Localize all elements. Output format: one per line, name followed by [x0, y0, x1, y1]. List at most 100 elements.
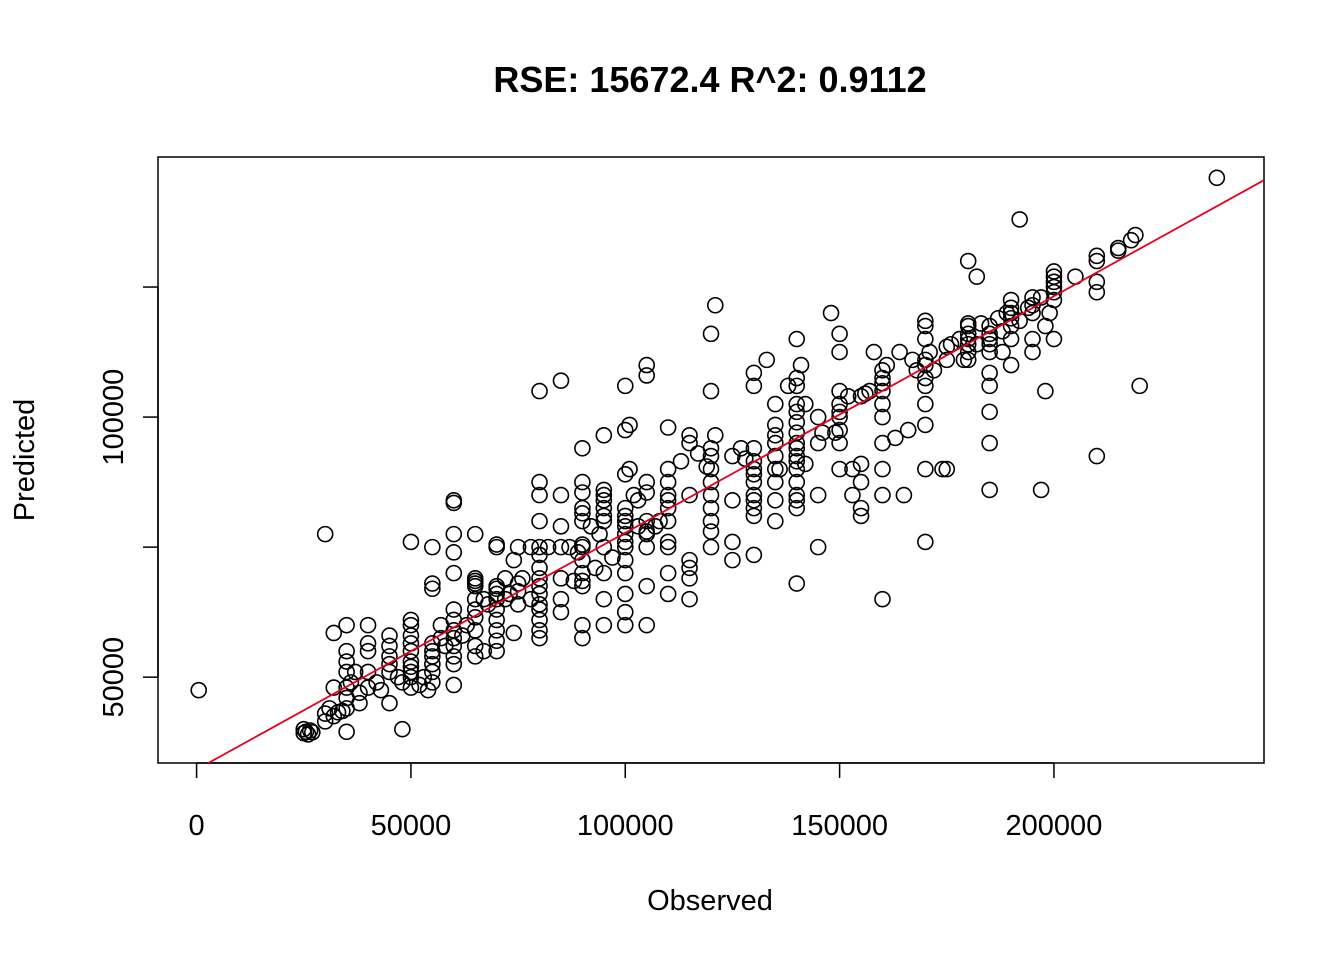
data-point: [702, 325, 720, 343]
data-point: [745, 466, 763, 483]
x-axis: 0 50000 100000 150000 200000: [189, 762, 1102, 842]
data-point: [1024, 330, 1041, 348]
data-point: [445, 564, 463, 582]
data-point: [767, 460, 784, 478]
data-point: [788, 492, 806, 509]
data-point: [346, 663, 364, 681]
data-point: [827, 424, 844, 441]
data-point: [767, 426, 784, 444]
data-point: [788, 460, 806, 478]
data-point: [616, 499, 634, 517]
data-point: [831, 343, 848, 361]
data-point: [981, 481, 998, 499]
data-point: [1088, 252, 1106, 270]
data-point: [732, 439, 750, 457]
data-point: [981, 403, 998, 421]
data-point: [338, 663, 355, 681]
data-point: [574, 572, 591, 590]
data-point: [531, 622, 548, 639]
y-tick-label: 100000: [98, 369, 130, 466]
data-point: [445, 525, 463, 543]
data-point: [638, 484, 655, 501]
data-point: [724, 551, 741, 569]
data-point: [921, 343, 938, 361]
data-point: [190, 681, 208, 699]
data-point: [942, 335, 960, 353]
data-point: [316, 705, 334, 722]
data-point: [466, 648, 484, 665]
data-point: [981, 364, 998, 382]
data-point: [874, 460, 891, 478]
data-point: [338, 642, 355, 660]
data-point: [934, 460, 951, 478]
data-point: [445, 492, 463, 509]
x-tick-label: 150000: [791, 810, 888, 842]
data-point: [681, 426, 698, 444]
data-point: [616, 564, 634, 582]
data-point: [1002, 356, 1020, 374]
data-point: [616, 466, 634, 483]
data-point: [531, 382, 548, 400]
data-point: [466, 622, 484, 639]
data-point: [981, 343, 998, 361]
x-tick-label: 100000: [577, 810, 674, 842]
data-point: [681, 590, 698, 608]
data-point: [1088, 447, 1106, 465]
data-point: [466, 637, 484, 655]
data-point: [419, 681, 437, 699]
data-point: [424, 580, 441, 598]
data-point: [638, 523, 655, 540]
data-point: [745, 492, 763, 509]
data-point: [1045, 273, 1063, 291]
data-point: [994, 343, 1011, 361]
data-point: [959, 335, 977, 353]
data-point: [1024, 289, 1041, 306]
data-point: [917, 416, 934, 434]
data-point: [659, 564, 677, 582]
data-point: [809, 408, 827, 426]
data-point: [1122, 231, 1140, 249]
y-axis-label: Predicted: [9, 399, 41, 522]
data-point: [831, 434, 848, 452]
data-point: [402, 611, 420, 629]
data-point: [394, 674, 411, 691]
data-point: [586, 559, 604, 577]
data-point: [788, 575, 806, 592]
data-point: [767, 395, 784, 413]
data-point: [874, 395, 891, 413]
data-point: [488, 622, 505, 639]
data-point: [771, 460, 788, 478]
data-point: [552, 538, 570, 556]
data-point: [595, 590, 613, 608]
data-point: [968, 268, 986, 285]
data-point: [1045, 268, 1063, 285]
data-point: [1088, 283, 1106, 301]
data-point: [1011, 211, 1028, 228]
x-tick-label: 0: [189, 810, 205, 842]
data-point: [1045, 263, 1063, 280]
data-point: [917, 460, 934, 478]
data-point: [509, 538, 527, 556]
data-point: [702, 460, 720, 478]
data-point: [595, 486, 613, 504]
data-point: [424, 575, 441, 592]
data-point: [616, 616, 634, 634]
data-point: [788, 473, 806, 491]
data-point: [951, 330, 968, 348]
data-point: [488, 642, 505, 660]
data-point: [874, 486, 891, 504]
data-point: [381, 637, 398, 655]
data-point: [552, 603, 570, 621]
data-point: [891, 343, 908, 361]
data-point: [831, 403, 848, 421]
data-point: [359, 635, 377, 652]
data-point: [574, 505, 591, 522]
data-point: [972, 315, 990, 332]
data-point: [745, 486, 763, 504]
data-point: [616, 603, 634, 621]
data-point: [865, 343, 883, 361]
data-point: [372, 681, 390, 699]
data-point: [702, 499, 720, 517]
data-point: [767, 492, 784, 509]
data-point: [595, 481, 613, 499]
